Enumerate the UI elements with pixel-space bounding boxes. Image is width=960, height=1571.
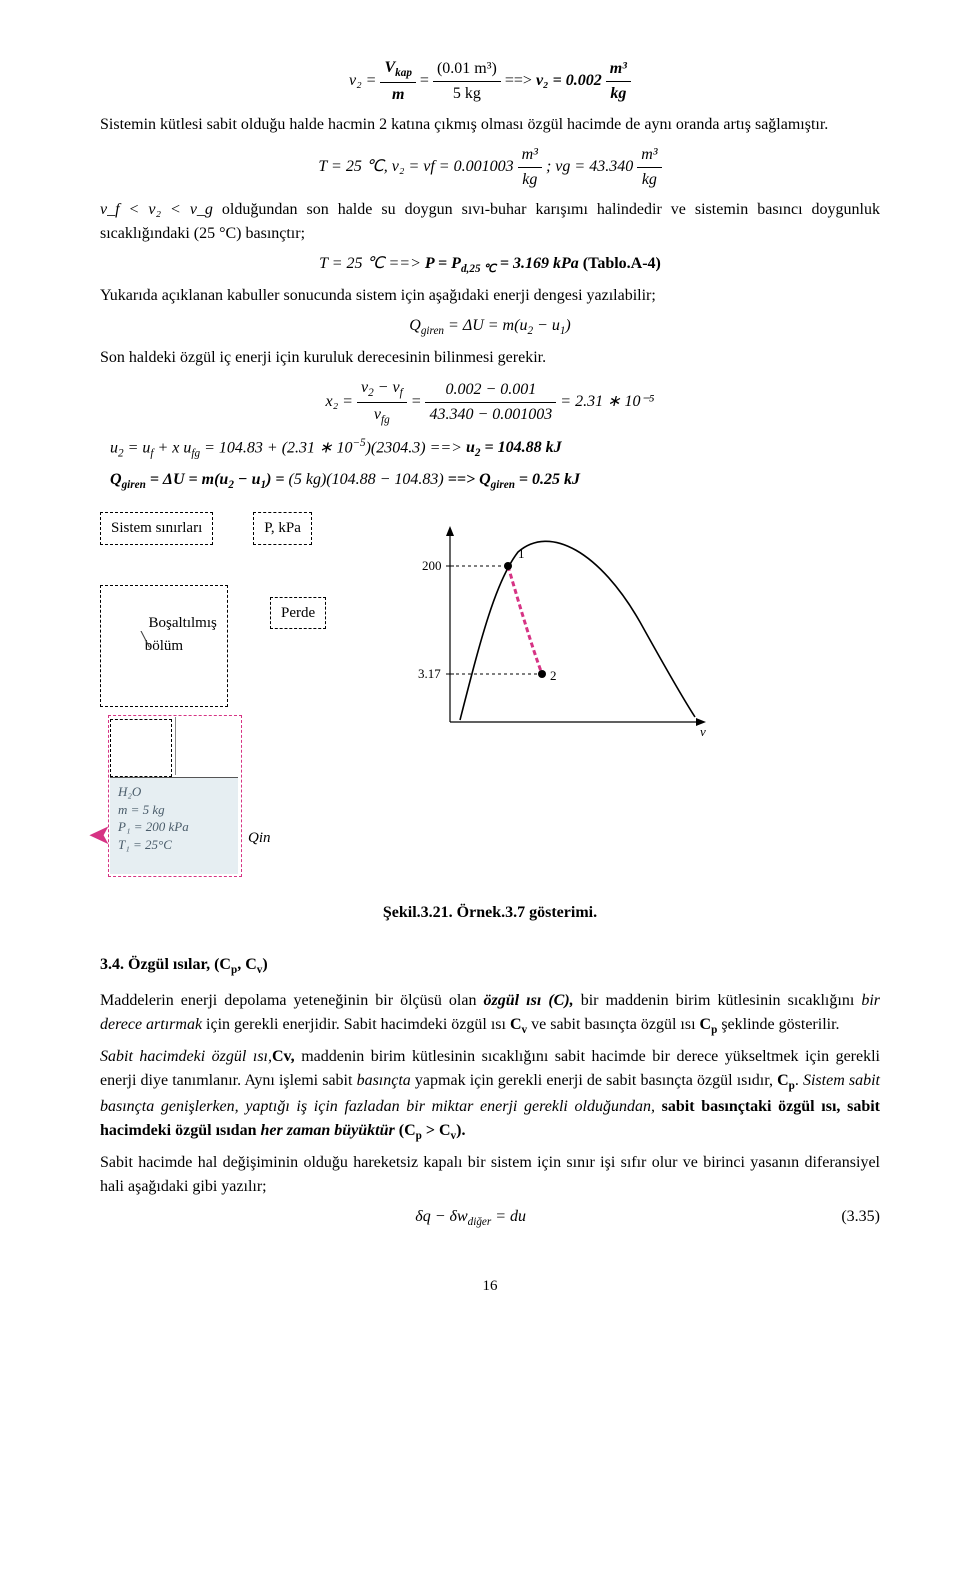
equation-v2-volume: v₂ = Vkap m = (0.01 m³) 5 kg ==> v₂ = 0.… — [100, 56, 880, 107]
pv-diagram: 200 3.17 1 2 v — [400, 512, 720, 752]
section-3-4-title: 3.4. Özgül ısılar, (Cp, Cv) — [100, 953, 880, 979]
paragraph-4: Son haldeki özgül iç enerji için kuruluk… — [100, 346, 880, 370]
label-sistem-sinirlari: Sistem sınırları — [100, 512, 213, 545]
ytick-200: 200 — [422, 558, 442, 573]
equation-q-balance: Qgiren = ΔU = m(u2 − u1) — [100, 314, 880, 340]
label-perde: Perde — [270, 597, 326, 630]
equation-q-result: Qgiren = ΔU = m(u2 − u1) = (5 kg)(104.88… — [110, 468, 880, 494]
figure-caption: Şekil.3.21. Örnek.3.7 gösterimi. — [100, 901, 880, 925]
equation-psat: T = 25 ℃ ==> P = Pd,25 ℃ = 3.169 kPa (Ta… — [100, 252, 880, 278]
label-qin: Qin — [248, 827, 271, 850]
paragraph-3: Yukarıda açıklanan kabuller sonucunda si… — [100, 284, 880, 308]
paragraph-6: Sabit hacimdeki özgül ısı,Cv, maddenin b… — [100, 1045, 880, 1145]
eqnum-335: (3.35) — [841, 1205, 880, 1229]
equation-u2: u2 = uf + x ufg = 104.83 + (2.31 ∗ 10−5)… — [110, 435, 880, 462]
paragraph-7: Sabit hacimde hal değişiminin olduğu har… — [100, 1151, 880, 1199]
page-number: 16 — [100, 1275, 880, 1298]
ytick-3-17: 3.17 — [418, 666, 441, 681]
label-bosaltilmis: Boşaltılmış bölüm ╲ — [100, 585, 228, 708]
label-p-kpa: P, kPa — [253, 512, 312, 545]
pv-xlabel: v — [700, 724, 706, 739]
pv-point-1: 1 — [518, 546, 525, 561]
qin-arrow-icon: ➤ — [88, 815, 111, 857]
paragraph-2: v_f < v₂ < v_g olduğundan son halde su d… — [100, 198, 880, 246]
tank-diagram: H₂O m = 5 kg P₁ = 200 kPa T₁ = 25°C ➤ Qi… — [100, 715, 250, 885]
pv-point-2: 2 — [550, 668, 557, 683]
figure-block: Sistem sınırları P, kPa Boşaltılmış bölü… — [100, 512, 880, 885]
equation-state-line: T = 25 ℃, v₂ = vf = 0.001003 m³ kg ; vg … — [100, 143, 880, 192]
equation-335: δq − δwdiğer = du (3.35) — [100, 1205, 880, 1231]
system-schematic: Sistem sınırları P, kPa Boşaltılmış bölü… — [100, 512, 360, 885]
paragraph-5: Maddelerin enerji depolama yeteneğinin b… — [100, 989, 880, 1039]
paragraph-1: Sistemin kütlesi sabit olduğu halde hacm… — [100, 113, 880, 137]
equation-x2: x₂ = v2 − vf vfg = 0.002 − 0.001 43.340 … — [100, 376, 880, 429]
